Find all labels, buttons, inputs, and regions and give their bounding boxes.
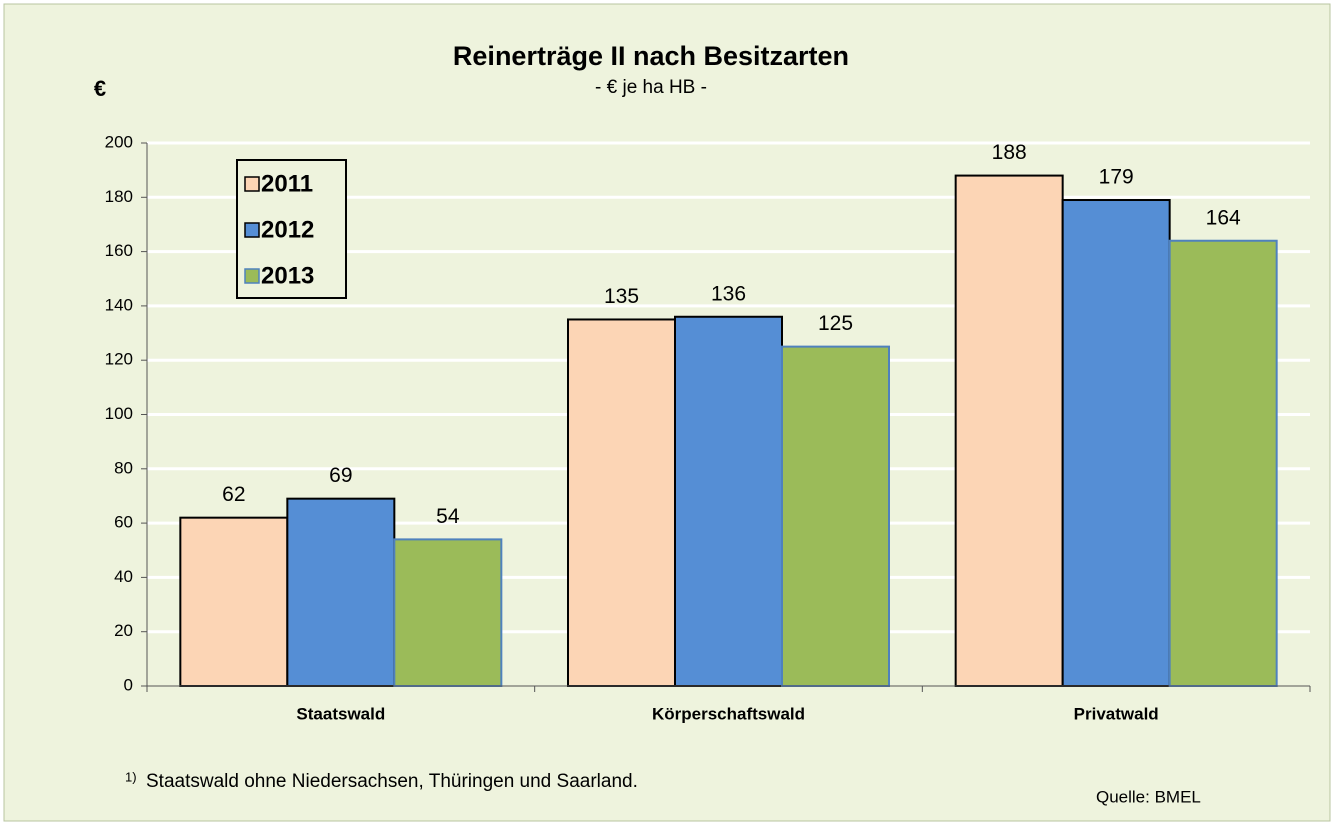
- y-axis-label: €: [94, 76, 106, 101]
- x-tick-label: Privatwald: [1074, 704, 1159, 723]
- y-tick-label: 180: [105, 187, 133, 206]
- data-label: 54: [436, 505, 460, 528]
- y-tick-label: 120: [105, 350, 133, 369]
- bar: [781, 345, 890, 687]
- chart-title: Reinerträge II nach Besitzarten: [453, 41, 849, 71]
- y-tick-label: 40: [114, 567, 133, 586]
- x-tick-label: Körperschaftswald: [652, 704, 805, 723]
- data-label: 179: [1099, 166, 1134, 189]
- data-label: 135: [604, 285, 639, 308]
- data-label: 188: [992, 141, 1027, 164]
- y-tick-label: 100: [105, 404, 133, 423]
- legend-swatch: [244, 176, 260, 192]
- bar: [286, 497, 396, 688]
- bar: [567, 318, 676, 687]
- data-label: 62: [222, 483, 245, 506]
- y-tick-label: 200: [105, 132, 133, 151]
- bar: [674, 315, 783, 687]
- bar: [393, 538, 503, 688]
- bar: [179, 516, 289, 687]
- y-tick-label: 0: [124, 675, 133, 694]
- data-label: 125: [818, 312, 853, 335]
- legend-label: 2013: [261, 262, 314, 289]
- data-label: 69: [329, 464, 352, 487]
- legend-swatch: [244, 222, 260, 238]
- footnote-marker: 1): [125, 769, 137, 784]
- legend-label: 2012: [261, 216, 314, 243]
- y-tick-label: 160: [105, 241, 133, 260]
- y-tick-label: 60: [114, 513, 133, 532]
- data-label: 136: [711, 282, 746, 305]
- bar: [1168, 239, 1278, 688]
- data-label: 164: [1206, 206, 1241, 229]
- footnote: Staatswald ohne Niedersachsen, Thüringen…: [146, 771, 638, 792]
- bar: [954, 174, 1064, 688]
- source: Quelle: BMEL: [1096, 787, 1201, 806]
- y-tick-label: 140: [105, 295, 133, 314]
- legend-label: 2011: [261, 170, 313, 197]
- y-tick-label: 80: [114, 458, 133, 477]
- chart-subtitle: - € je ha HB -: [595, 77, 707, 98]
- y-tick-label: 20: [114, 621, 133, 640]
- bar: [1061, 199, 1171, 687]
- x-tick-label: Staatswald: [296, 704, 385, 723]
- legend-swatch: [244, 268, 260, 284]
